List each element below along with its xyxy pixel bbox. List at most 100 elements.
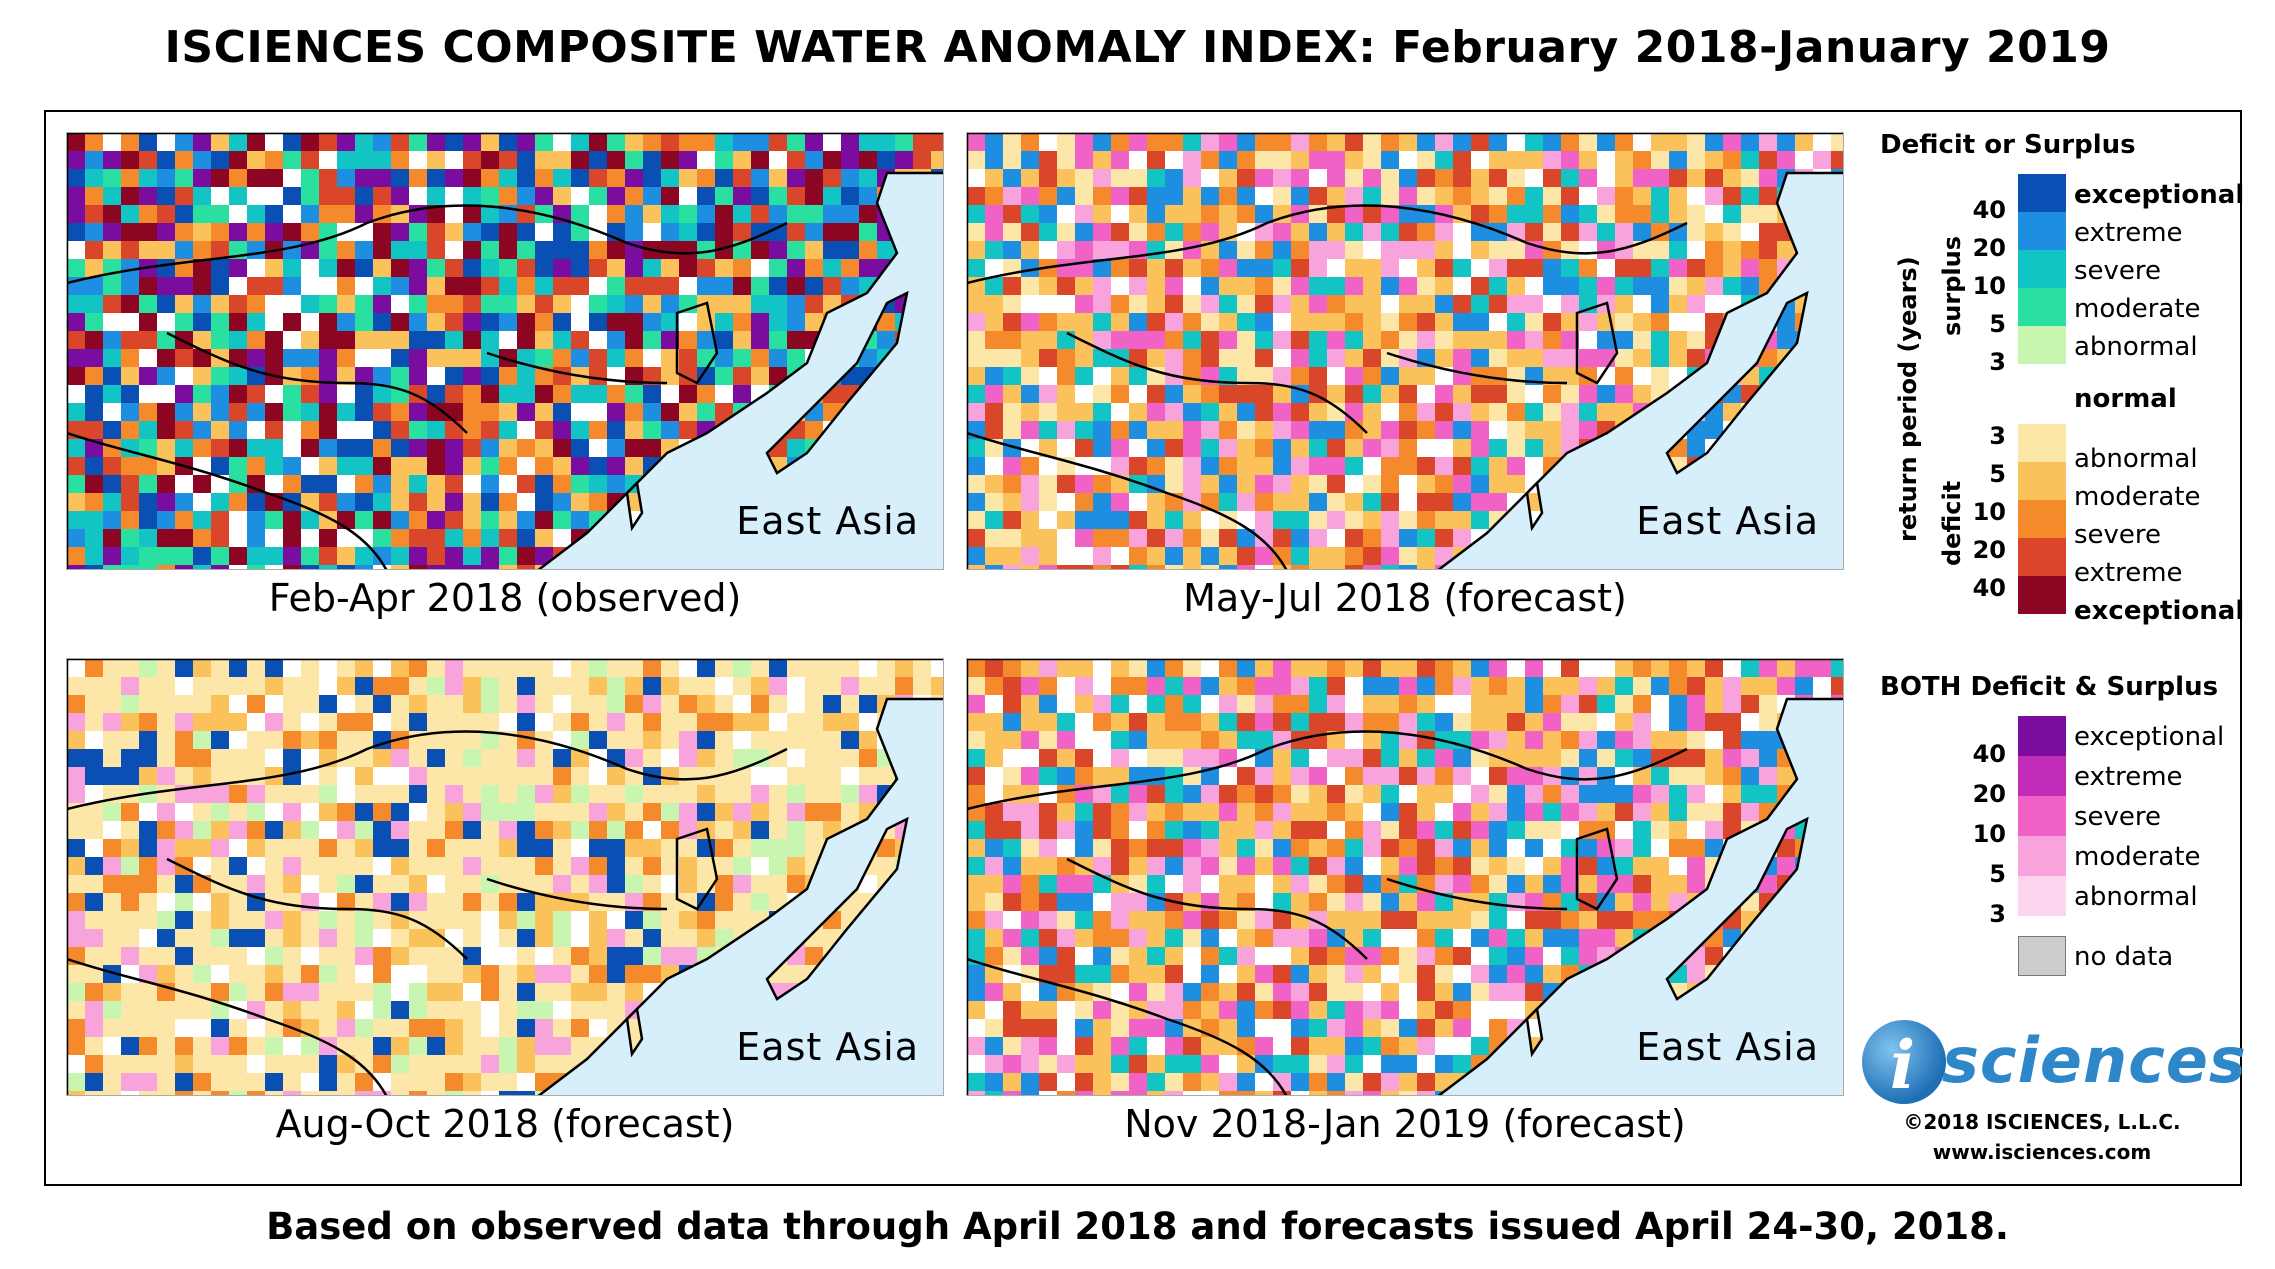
legend-rp-both-3: 3 [1989, 900, 2006, 928]
country-border [967, 431, 1288, 569]
legend-axis-label: return period (years) [1894, 256, 1922, 542]
legend-swatch-surplus-exceptional [2018, 174, 2066, 212]
legend-rp-both-10: 10 [1972, 820, 2006, 848]
country-border [1066, 331, 1368, 434]
legend-swatch-both-abnormal [2018, 876, 2066, 916]
country-border [67, 957, 388, 1095]
legend-rp-deficit-20: 20 [1972, 536, 2006, 564]
legend-rp-surplus-40: 40 [1972, 196, 2006, 224]
region-label: East Asia [1636, 499, 1819, 543]
map-panel-feb-apr-2018: East Asia [66, 132, 944, 570]
legend-rp-deficit-3: 3 [1989, 422, 2006, 450]
country-border [166, 331, 468, 434]
country-border [67, 204, 788, 285]
footer-note: Based on observed data through April 201… [266, 1205, 2009, 1248]
legend-label-surplus-moderate: moderate [2074, 294, 2201, 324]
country-border [67, 730, 788, 811]
legend-label-both-extreme: extreme [2074, 762, 2183, 792]
legend-label-deficit-extreme: extreme [2074, 558, 2183, 588]
map-graphic [967, 133, 1843, 569]
map-panel-may-jul-2018: East Asia [966, 132, 1844, 570]
legend-swatch-surplus-abnormal [2018, 326, 2066, 364]
legend-swatch-both-exceptional [2018, 716, 2066, 756]
coastline [1665, 816, 1809, 1001]
map-graphic [967, 659, 1843, 1095]
country-border [486, 351, 668, 385]
legend-label-surplus-exceptional: exceptional [2074, 180, 2245, 210]
map-panel-nov-2018-jan-2019: East Asia [966, 658, 1844, 1096]
legend-rp-deficit-10: 10 [1972, 498, 2006, 526]
logo-i: i [1890, 1026, 1916, 1104]
coastline [1525, 1006, 1544, 1058]
legend-title-deficit-or-surplus: Deficit or Surplus [1880, 130, 2136, 160]
coastline [1575, 301, 1619, 385]
country-border [486, 877, 668, 911]
panel-caption: Feb-Apr 2018 (observed) [268, 576, 742, 620]
legend-rp-both-5: 5 [1989, 860, 2006, 888]
logo-text: sciences [1942, 1024, 2247, 1097]
legend-swatch-no-data [2018, 936, 2066, 976]
coastline [967, 133, 1843, 569]
legend-deficit-label: deficit [1938, 480, 1966, 566]
legend-rp-both-20: 20 [1972, 780, 2006, 808]
legend-rp-surplus-3: 3 [1989, 348, 2006, 376]
legend-title-both: BOTH Deficit & Surplus [1880, 672, 2219, 702]
coastline [675, 827, 719, 911]
legend-label-no-data: no data [2074, 942, 2174, 972]
legend-label-both-moderate: moderate [2074, 842, 2201, 872]
region-label: East Asia [736, 1025, 919, 1069]
legend-swatch-surplus-extreme [2018, 212, 2066, 250]
legend-swatch-surplus-moderate [2018, 288, 2066, 326]
legend-rp-deficit-5: 5 [1989, 460, 2006, 488]
copyright: ©2018 ISCIENCES, L.L.C. [1903, 1110, 2181, 1134]
coastline [1525, 480, 1544, 532]
coastline [765, 290, 909, 475]
country-border [967, 730, 1688, 811]
coastline [67, 659, 943, 1095]
legend-rp-both-40: 40 [1972, 740, 2006, 768]
legend-label-deficit-moderate: moderate [2074, 482, 2201, 512]
legend-rp-surplus-20: 20 [1972, 234, 2006, 262]
coastline [675, 301, 719, 385]
legend-swatch-deficit-severe [2018, 500, 2066, 538]
panel-caption: Nov 2018-Jan 2019 (forecast) [1124, 1102, 1686, 1146]
page-title: ISCIENCES COMPOSITE WATER ANOMALY INDEX:… [164, 22, 2111, 73]
map-panel-aug-oct-2018: East Asia [66, 658, 944, 1096]
legend: Deficit or Surplus return period (years)… [1868, 126, 2244, 1166]
country-border [967, 957, 1288, 1095]
legend-swatch-deficit-exceptional [2018, 576, 2066, 614]
legend-swatch-deficit-abnormal [2018, 424, 2066, 462]
legend-label-deficit-severe: severe [2074, 520, 2162, 550]
legend-label-deficit-abnormal: abnormal [2074, 444, 2198, 474]
legend-swatch-surplus-severe [2018, 250, 2066, 288]
map-graphic [67, 659, 943, 1095]
legend-swatch-deficit-extreme [2018, 538, 2066, 576]
coastline [765, 816, 909, 1001]
coastline [1665, 290, 1809, 475]
legend-label-both-abnormal: abnormal [2074, 882, 2198, 912]
map-graphic [67, 133, 943, 569]
legend-label-normal: normal [2074, 384, 2177, 414]
coastline [1575, 827, 1619, 911]
country-border [1066, 857, 1368, 960]
legend-label-both-severe: severe [2074, 802, 2162, 832]
panel-caption: Aug-Oct 2018 (forecast) [275, 1102, 735, 1146]
isciences-logo: i sciences [1862, 1020, 2246, 1110]
coastline [625, 1006, 644, 1058]
legend-label-deficit-exceptional: exceptional [2074, 596, 2245, 626]
legend-label-surplus-severe: severe [2074, 256, 2162, 286]
legend-rp-surplus-10: 10 [1972, 272, 2006, 300]
legend-label-both-exceptional: exceptional [2074, 722, 2225, 752]
anomaly-raster [967, 659, 1843, 1095]
coastline [967, 659, 1843, 1095]
country-border [1386, 877, 1568, 911]
figure-frame [44, 110, 2242, 1186]
country-border [67, 431, 388, 569]
region-label: East Asia [736, 499, 919, 543]
country-border [1386, 351, 1568, 385]
country-border [967, 204, 1688, 285]
legend-swatch-both-severe [2018, 796, 2066, 836]
legend-label-surplus-abnormal: abnormal [2074, 332, 2198, 362]
panel-caption: May-Jul 2018 (forecast) [1183, 576, 1627, 620]
legend-label-surplus-extreme: extreme [2074, 218, 2183, 248]
